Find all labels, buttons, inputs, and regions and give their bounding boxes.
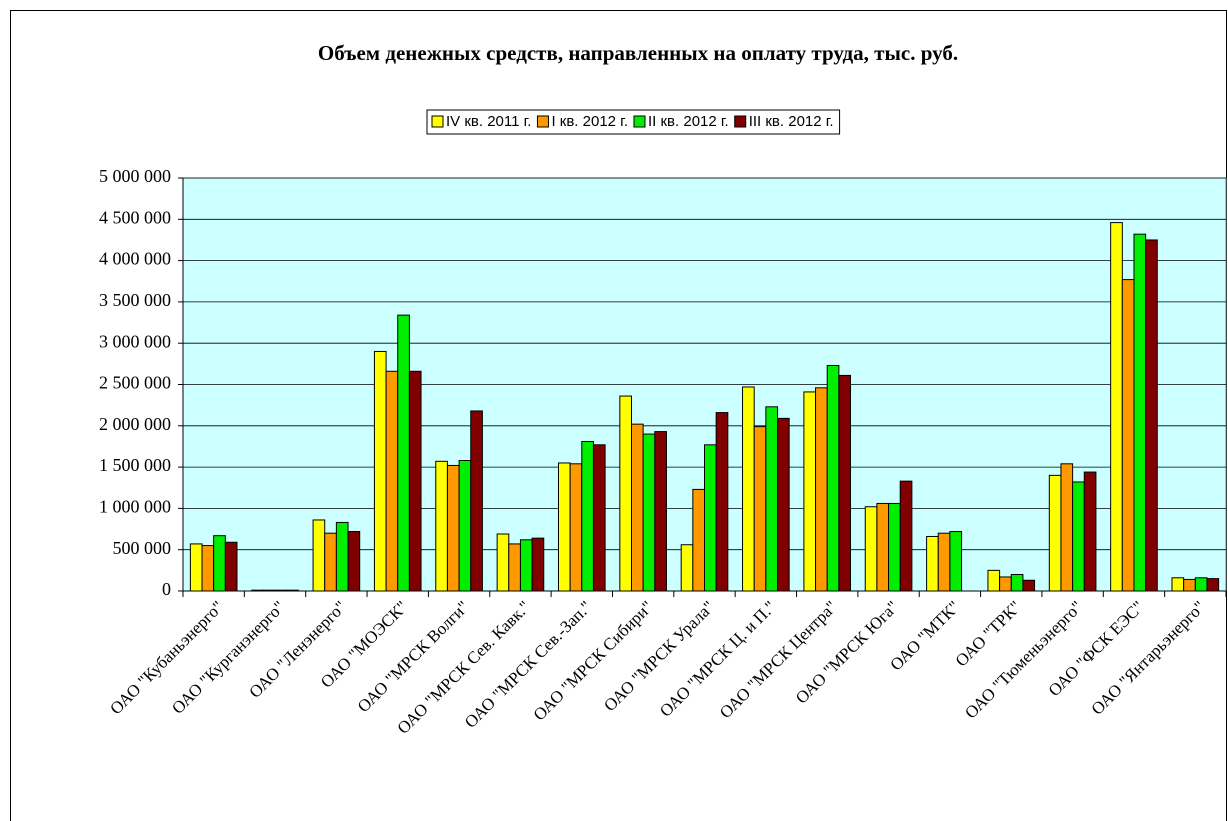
bar	[213, 535, 226, 592]
bar	[888, 502, 901, 592]
bar	[864, 506, 878, 592]
bar	[715, 412, 729, 592]
bar	[1145, 239, 1158, 592]
bar	[704, 444, 717, 592]
bar	[1083, 471, 1097, 592]
chart-title: Объем денежных средств, направленных на …	[318, 41, 958, 65]
y-tick-label: 5 000 000	[99, 166, 171, 186]
bar	[224, 541, 238, 592]
y-tick-label: 1 000 000	[99, 497, 171, 517]
bar	[262, 589, 276, 592]
bar	[654, 431, 667, 592]
bar	[1206, 578, 1220, 592]
legend-label: IV кв. 2011 г.	[446, 113, 531, 130]
bar	[458, 459, 472, 592]
bar	[1183, 578, 1196, 592]
bar	[397, 314, 410, 592]
legend-box	[426, 109, 841, 135]
bar	[692, 488, 706, 592]
bar	[987, 569, 1001, 592]
legend-swatch	[633, 115, 646, 128]
bar	[189, 543, 203, 592]
bar	[519, 539, 533, 592]
bar	[949, 531, 963, 592]
bar	[753, 426, 767, 592]
y-tick-label: 3 500 000	[99, 290, 171, 310]
bar	[1048, 474, 1062, 592]
bar	[201, 545, 215, 592]
bar	[496, 533, 510, 592]
bar	[803, 391, 817, 592]
bar	[926, 535, 939, 592]
bar	[1194, 577, 1208, 592]
bar	[1133, 233, 1147, 592]
bar	[385, 370, 399, 592]
bar	[777, 417, 790, 592]
bar	[592, 444, 606, 592]
legend-swatch	[734, 115, 747, 128]
bar	[937, 532, 951, 592]
bar	[680, 544, 694, 592]
bar	[557, 462, 571, 592]
bar	[1022, 579, 1036, 592]
bar	[347, 531, 361, 592]
bar	[569, 463, 583, 592]
bar	[446, 464, 460, 592]
legend-label: I кв. 2012 г.	[551, 113, 628, 130]
bar	[286, 589, 299, 592]
legend-swatch	[431, 115, 444, 128]
bar	[876, 502, 890, 592]
bar	[1121, 279, 1135, 592]
bar	[630, 423, 644, 592]
bar	[251, 589, 264, 592]
bar	[1010, 573, 1024, 592]
bar	[581, 440, 594, 592]
y-tick-label: 2 500 000	[99, 373, 171, 393]
bar	[373, 350, 387, 592]
bar	[531, 537, 545, 592]
legend-swatch	[536, 115, 549, 128]
bar	[335, 521, 349, 592]
bar	[274, 589, 288, 592]
bar	[899, 480, 913, 592]
legend: IV кв. 2011 г. I кв. 2012 г. II кв. 2012 г…	[426, 109, 841, 135]
y-tick-label: 1 500 000	[99, 455, 171, 475]
y-tick-label: 0	[162, 579, 171, 599]
bar	[1171, 577, 1185, 592]
bar	[815, 387, 828, 592]
bar	[508, 543, 521, 592]
bar	[470, 410, 483, 592]
bar	[838, 374, 852, 592]
bar	[619, 395, 632, 592]
legend-label: III кв. 2012 г.	[749, 113, 834, 130]
y-tick-label: 2 000 000	[99, 414, 171, 434]
bar	[408, 370, 422, 592]
bar	[1072, 481, 1085, 592]
bar	[999, 576, 1012, 592]
bar	[312, 519, 326, 592]
bar	[765, 406, 779, 592]
bar	[324, 532, 337, 592]
bar	[1060, 463, 1074, 592]
bar	[742, 386, 755, 592]
bar	[642, 433, 656, 592]
y-tick-label: 4 500 000	[99, 207, 171, 227]
legend-label: II кв. 2012 г.	[648, 113, 729, 130]
y-tick-label: 500 000	[113, 538, 172, 558]
y-tick-label: 4 000 000	[99, 249, 171, 269]
y-tick-label: 3 000 000	[99, 331, 171, 351]
bar	[435, 460, 448, 592]
bar	[826, 365, 840, 592]
bar	[1110, 222, 1123, 592]
